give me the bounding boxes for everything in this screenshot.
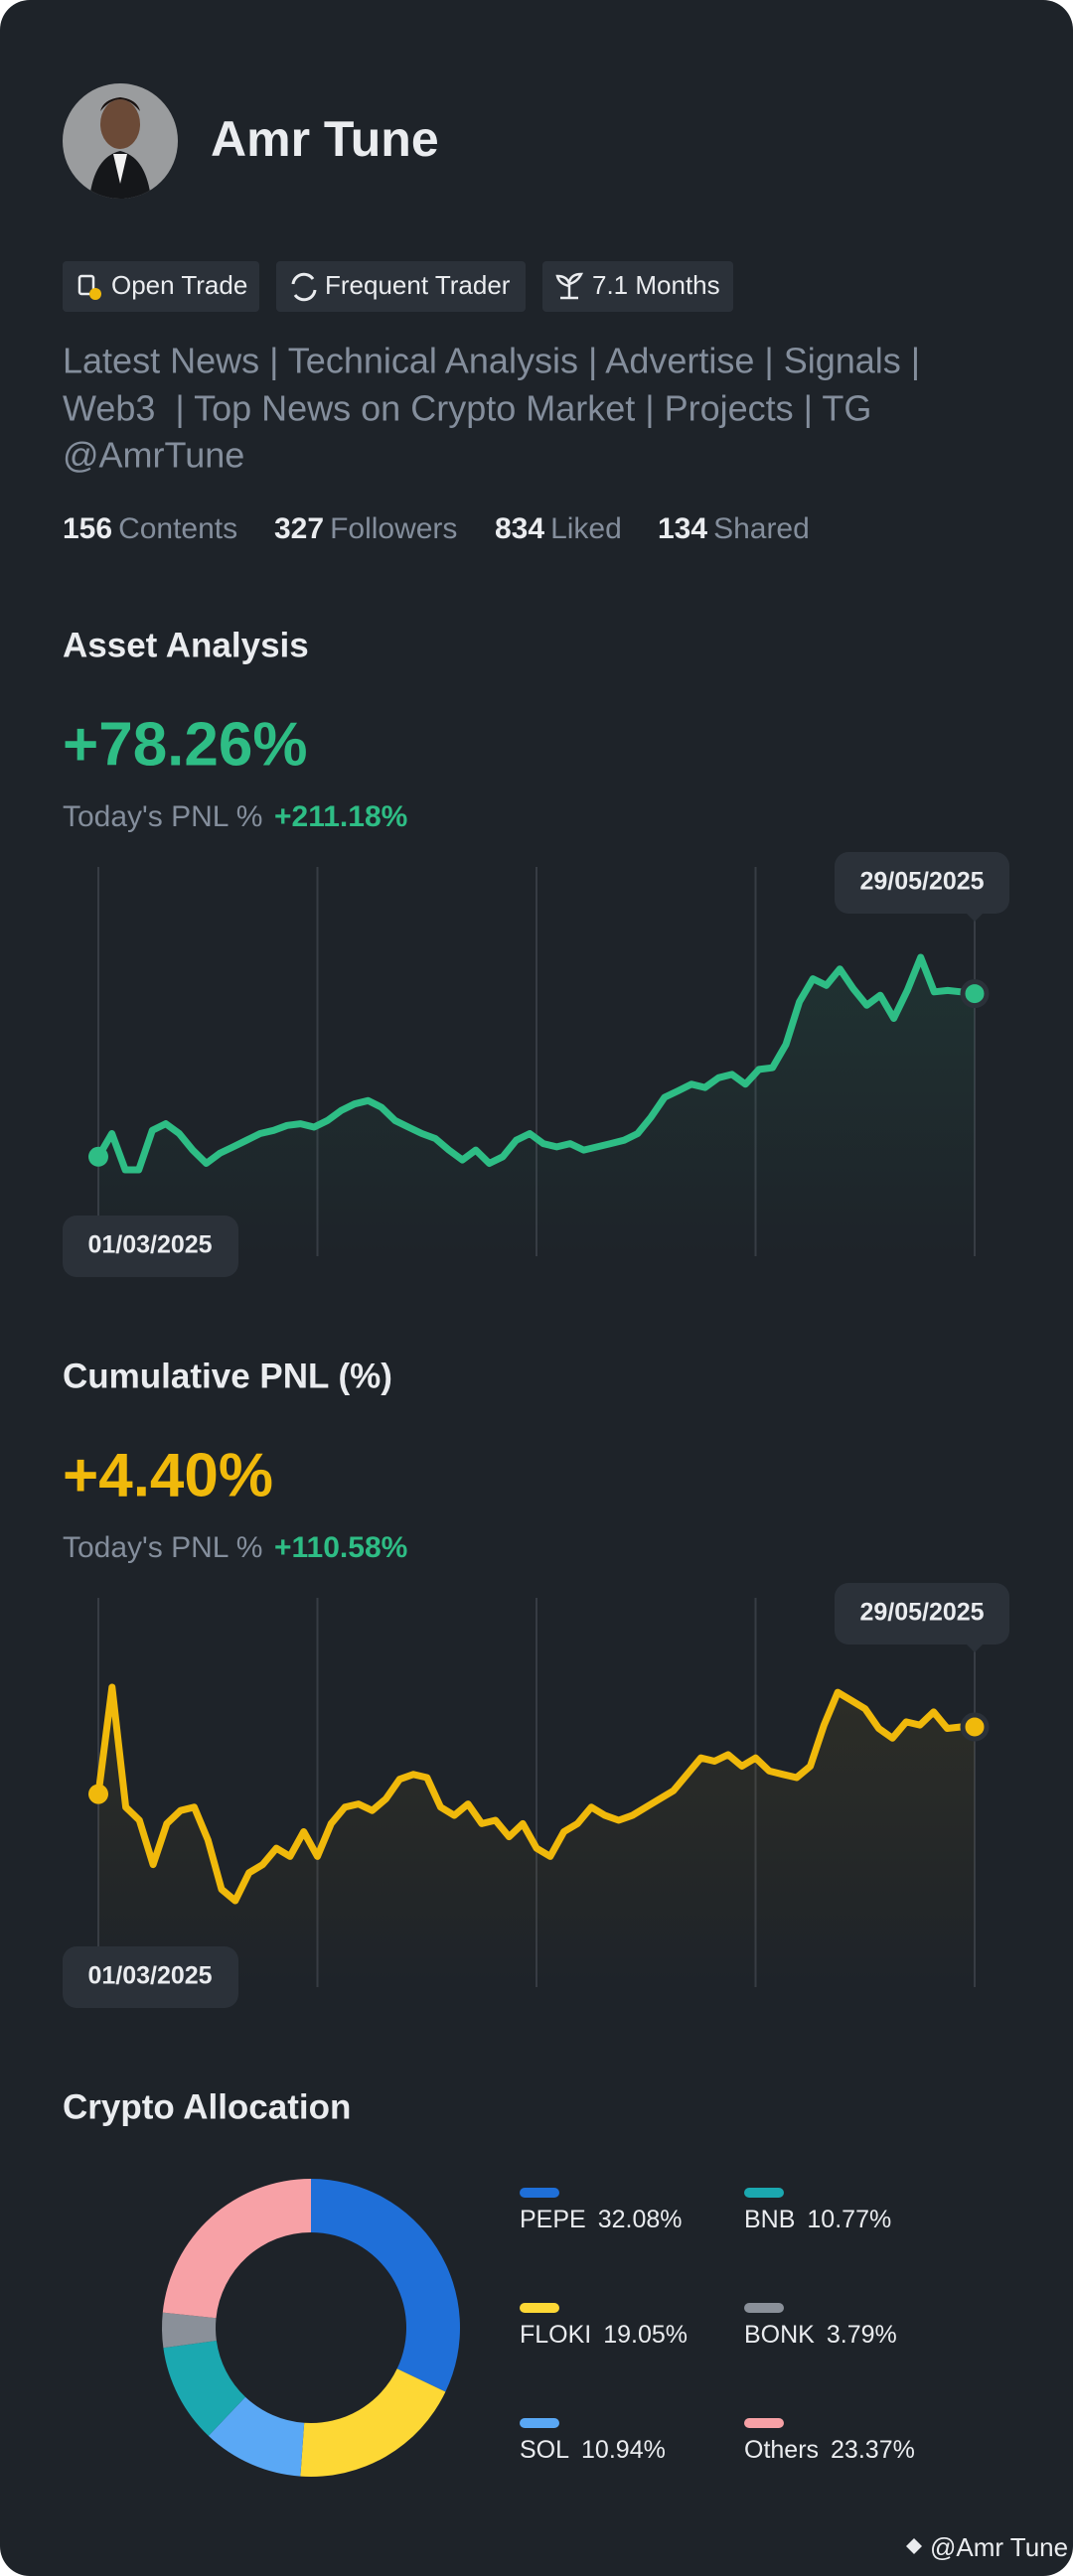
legend-swatch <box>520 2418 559 2428</box>
legend-value: 23.37% <box>831 2436 915 2464</box>
date-bubble <box>63 1216 238 1277</box>
stat: 834 Liked <box>495 512 622 545</box>
watermark: @Amr Tune <box>906 2532 1068 2562</box>
legend-name: BNB <box>744 2206 795 2233</box>
legend-label: BONK 3.79% <box>744 2321 897 2349</box>
legend-item: PEPE 32.08% <box>520 2188 683 2233</box>
pnl-label: Today's PNL % <box>63 1531 262 1564</box>
start-date: 01/03/2025 <box>87 1231 212 1259</box>
stat-value: 834 <box>495 512 544 545</box>
stat: 327 Followers <box>274 512 457 545</box>
stat-label: Liked <box>550 512 622 545</box>
watermark-text: @Amr Tune <box>930 2532 1068 2562</box>
date-bubble <box>835 852 1009 914</box>
bio-line: Latest News | Technical Analysis | Adver… <box>63 341 920 381</box>
legend-value: 19.05% <box>603 2321 688 2349</box>
tag: 7.1 Months <box>542 261 733 312</box>
legend-label: SOL 10.94% <box>520 2436 666 2464</box>
profile-name: Amr Tune <box>211 111 439 167</box>
legend-name: Others <box>744 2436 819 2464</box>
date-bubble <box>63 1946 238 2008</box>
donut-slice <box>311 2179 460 2392</box>
pnl-label: Today's PNL % <box>63 800 262 833</box>
end-dot <box>960 979 990 1009</box>
legend-value: 10.77% <box>807 2206 891 2233</box>
bio-line: Web3 | Top News on Crypto Market | Proje… <box>63 388 871 429</box>
donut-slice <box>208 2396 305 2477</box>
legend-item: SOL 10.94% <box>520 2418 666 2464</box>
legend-swatch <box>520 2303 559 2313</box>
legend-swatch <box>744 2303 784 2313</box>
legend-item: BONK 3.79% <box>744 2303 897 2349</box>
tag-label: Open Trade <box>111 270 247 300</box>
legend-item: FLOKI 19.05% <box>520 2303 688 2349</box>
date-bubble-tip <box>966 1644 984 1652</box>
tag: Frequent Trader <box>276 261 526 312</box>
start-dot <box>88 1784 108 1804</box>
stat: 134 Shared <box>658 512 810 545</box>
stat-label: Followers <box>330 512 457 545</box>
section-title: Asset Analysis <box>63 626 309 664</box>
line <box>94 953 979 1174</box>
legend-name: FLOKI <box>520 2321 591 2349</box>
donut-slice <box>163 2340 245 2436</box>
start-dot <box>88 1146 108 1167</box>
legend-label: PEPE 32.08% <box>520 2206 683 2233</box>
legend-value: 10.94% <box>581 2436 666 2464</box>
bio-line: @AmrTune <box>63 435 244 476</box>
legend-value: 32.08% <box>598 2206 683 2233</box>
line <box>94 1683 979 1905</box>
legend-swatch <box>744 2188 784 2198</box>
pnl-value: +211.18% <box>274 800 407 833</box>
date-bubble <box>835 1583 1009 1645</box>
legend-item: BNB 10.77% <box>744 2188 891 2233</box>
end-date: 29/05/2025 <box>859 868 984 896</box>
tag: Open Trade <box>63 261 259 312</box>
stat-value: 134 <box>658 512 707 545</box>
legend-name: PEPE <box>520 2206 586 2233</box>
donut-slice <box>162 2312 217 2349</box>
donut-slice <box>300 2368 446 2477</box>
end-date: 29/05/2025 <box>859 1599 984 1627</box>
stat-label: Contents <box>118 512 237 545</box>
legend-label: FLOKI 19.05% <box>520 2321 688 2349</box>
area <box>98 957 975 1256</box>
date-bubble-tip <box>966 913 984 922</box>
stat: 156 Contents <box>63 512 237 545</box>
legend-name: SOL <box>520 2436 569 2464</box>
stat-value: 156 <box>63 512 112 545</box>
start-date: 01/03/2025 <box>87 1962 212 1990</box>
tag-label: Frequent Trader <box>325 270 511 300</box>
headline-value: +4.40% <box>63 1441 273 1509</box>
tag-label: 7.1 Months <box>592 270 720 300</box>
legend-label: Others 23.37% <box>744 2436 915 2464</box>
legend-swatch <box>520 2188 559 2198</box>
legend-item: Others 23.37% <box>744 2418 915 2464</box>
headline-value: +78.26% <box>63 710 308 779</box>
section-title: Cumulative PNL (%) <box>63 1357 392 1395</box>
section-title: Crypto Allocation <box>63 2087 351 2126</box>
legend-swatch <box>744 2418 784 2428</box>
avatar[interactable] <box>63 83 178 199</box>
end-dot <box>960 1712 990 1742</box>
legend-label: BNB 10.77% <box>744 2206 891 2233</box>
pnl-value: +110.58% <box>274 1531 407 1564</box>
stat-value: 327 <box>274 512 324 545</box>
stat-label: Shared <box>713 512 810 545</box>
legend-name: BONK <box>744 2321 815 2349</box>
donut-slice <box>162 2179 311 2319</box>
legend-value: 3.79% <box>827 2321 897 2349</box>
